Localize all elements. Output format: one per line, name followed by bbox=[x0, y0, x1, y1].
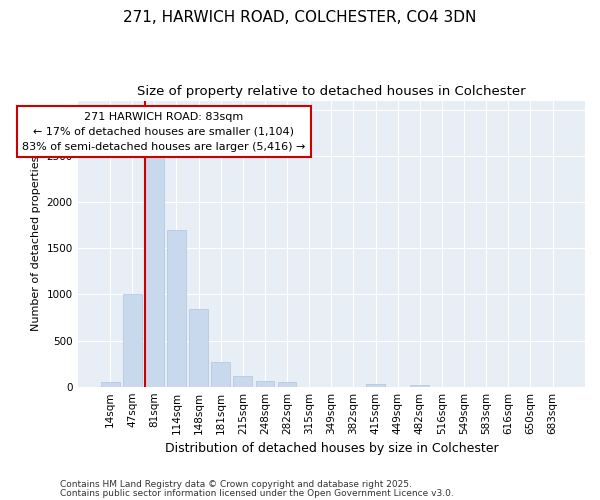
Bar bbox=[278, 382, 296, 386]
Bar bbox=[256, 381, 274, 386]
X-axis label: Distribution of detached houses by size in Colchester: Distribution of detached houses by size … bbox=[164, 442, 498, 455]
Text: Contains public sector information licensed under the Open Government Licence v3: Contains public sector information licen… bbox=[60, 488, 454, 498]
Bar bbox=[366, 384, 385, 386]
Bar bbox=[211, 362, 230, 386]
Bar bbox=[233, 376, 252, 386]
Text: 271, HARWICH ROAD, COLCHESTER, CO4 3DN: 271, HARWICH ROAD, COLCHESTER, CO4 3DN bbox=[124, 10, 476, 25]
Bar bbox=[189, 309, 208, 386]
Bar bbox=[167, 230, 186, 386]
Bar bbox=[123, 294, 142, 386]
Y-axis label: Number of detached properties: Number of detached properties bbox=[31, 156, 41, 332]
Text: Contains HM Land Registry data © Crown copyright and database right 2025.: Contains HM Land Registry data © Crown c… bbox=[60, 480, 412, 489]
Bar bbox=[145, 156, 164, 386]
Title: Size of property relative to detached houses in Colchester: Size of property relative to detached ho… bbox=[137, 85, 526, 98]
Bar bbox=[101, 382, 119, 386]
Text: 271 HARWICH ROAD: 83sqm
← 17% of detached houses are smaller (1,104)
83% of semi: 271 HARWICH ROAD: 83sqm ← 17% of detache… bbox=[22, 112, 305, 152]
